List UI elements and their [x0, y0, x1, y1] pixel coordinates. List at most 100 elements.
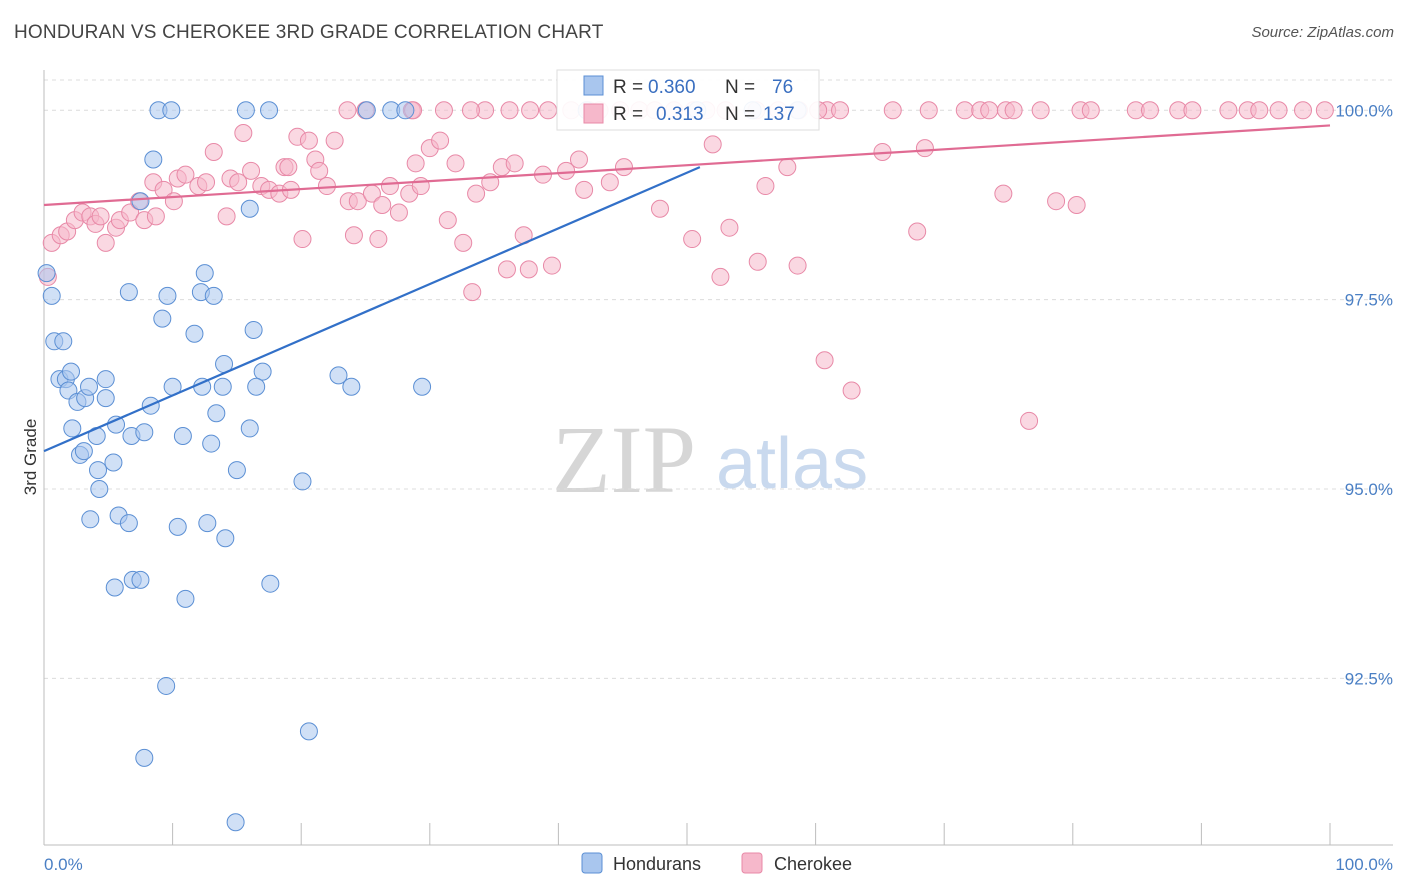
y-axis-label: 3rd Grade — [21, 419, 40, 496]
honduran-point — [153, 309, 172, 328]
honduran-point — [119, 514, 138, 533]
cherokee-point — [1067, 195, 1086, 214]
cherokee-point — [1315, 101, 1334, 120]
cherokee-point — [980, 101, 999, 120]
honduran-point — [62, 362, 81, 381]
honduran-point — [299, 722, 318, 741]
y-tick-label: 95.0% — [1345, 480, 1393, 499]
cherokee-point — [720, 218, 739, 237]
cherokee-point — [310, 161, 329, 180]
cherokee-point — [461, 101, 480, 120]
honduran-point — [236, 101, 255, 120]
stats-pink-r-value: 0.313 — [656, 104, 704, 125]
stats-pink-n-value: 137 — [763, 104, 795, 125]
honduran-point — [168, 517, 187, 536]
cherokee-point — [756, 177, 775, 196]
honduran-point — [253, 362, 272, 381]
cherokee-point — [1031, 101, 1050, 120]
watermark-atlas: atlas — [716, 424, 868, 504]
honduran-point — [413, 377, 432, 396]
cherokee-point — [344, 226, 363, 245]
honduran-point — [131, 570, 150, 589]
cherokee-point — [1047, 192, 1066, 211]
cherokee-point — [1020, 411, 1039, 430]
cherokee-point — [1269, 101, 1288, 120]
cherokee-trend-line — [43, 124, 1331, 207]
cherokee-point — [164, 192, 183, 211]
x-tick-label: 0.0% — [44, 855, 83, 874]
cherokee-point — [575, 180, 594, 199]
cherokee-point — [521, 101, 540, 120]
stats-blue-n-value: 76 — [772, 77, 793, 98]
chart-source: Source: ZipAtlas.com — [1251, 24, 1394, 41]
honduran-point — [207, 404, 226, 423]
honduran-point — [396, 101, 415, 120]
honduran-point — [227, 461, 246, 480]
honduran-point — [240, 419, 259, 438]
chart-title: HONDURAN VS CHEROKEE 3RD GRADE CORRELATI… — [14, 22, 604, 43]
y-tick-label: 97.5% — [1345, 291, 1393, 310]
cherokee-point — [242, 161, 261, 180]
cherokee-point — [197, 173, 216, 192]
cherokee-point — [778, 158, 797, 177]
honduran-point — [240, 199, 259, 218]
cherokee-point — [229, 173, 248, 192]
stats-box: R = 0.360 N = 76 R = 0.313 N = 137 — [556, 69, 820, 131]
honduran-point — [162, 101, 181, 120]
honduran-point — [107, 415, 126, 434]
honduran-point — [90, 480, 109, 499]
cherokee-point — [600, 173, 619, 192]
hondurans-trend-line — [43, 166, 701, 453]
honduran-point — [104, 453, 123, 472]
honduran-point — [80, 377, 99, 396]
stats-blue-swatch — [583, 75, 604, 96]
cherokee-point — [650, 199, 669, 218]
cherokee-point — [406, 154, 425, 173]
cherokee-point — [1081, 101, 1100, 120]
cherokee-point — [815, 351, 834, 370]
cherokee-point — [438, 211, 457, 230]
cherokee-point — [434, 101, 453, 120]
cherokee-point — [348, 192, 367, 211]
cherokee-point — [217, 207, 236, 226]
cherokee-point — [204, 142, 223, 161]
y-tick-label: 92.5% — [1345, 669, 1393, 688]
cherokee-point — [711, 267, 730, 286]
cherokee-point — [748, 252, 767, 271]
stats-pink-r-label: R = — [613, 104, 643, 125]
x-tick-label: 100.0% — [1335, 855, 1393, 874]
legend-cherokee-swatch — [741, 852, 763, 874]
cherokee-point — [463, 283, 482, 302]
stats-blue-n-label: N = — [725, 77, 755, 98]
cherokee-point — [467, 184, 486, 203]
cherokee-point — [683, 230, 702, 249]
stats-blue-r-label: R = — [613, 77, 643, 98]
honduran-point — [81, 510, 100, 529]
cherokee-point — [454, 233, 473, 252]
honduran-point — [37, 264, 56, 283]
honduran-point — [357, 101, 376, 120]
legend-hondurans-label: Hondurans — [613, 854, 701, 874]
cherokee-point — [842, 381, 861, 400]
cherokee-point — [569, 150, 588, 169]
cherokee-point — [788, 256, 807, 275]
honduran-point — [63, 419, 82, 438]
honduran-point — [144, 150, 163, 169]
cherokee-point — [883, 101, 902, 120]
honduran-point — [42, 286, 61, 305]
cherokee-point — [1293, 101, 1312, 120]
honduran-point — [176, 589, 195, 608]
cherokee-point — [614, 158, 633, 177]
honduran-point — [173, 426, 192, 445]
cherokee-point — [446, 154, 465, 173]
trend-lines — [43, 124, 1331, 453]
cherokee-point — [380, 177, 399, 196]
cherokee-point — [703, 135, 722, 154]
cherokee-point — [293, 230, 312, 249]
legend-hondurans-swatch — [581, 852, 603, 874]
honduran-point — [244, 320, 263, 339]
watermark-zip: ZIP — [552, 406, 696, 513]
stats-pink-n-label: N = — [725, 104, 755, 125]
cherokee-points — [38, 101, 1334, 430]
cherokee-point — [955, 101, 974, 120]
